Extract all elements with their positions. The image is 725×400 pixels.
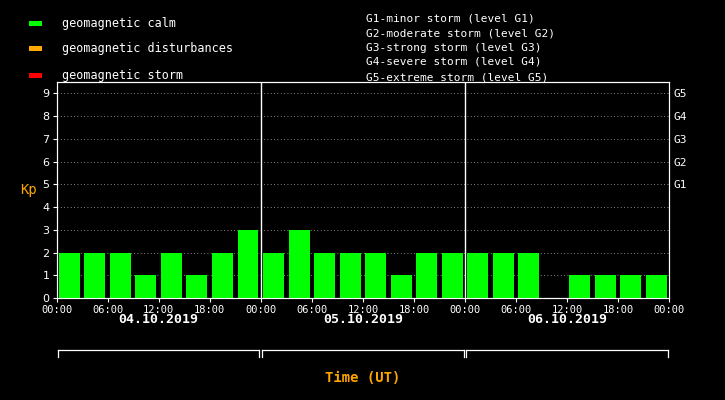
Bar xyxy=(289,230,310,298)
Bar xyxy=(136,275,157,298)
Text: G4-severe storm (level G4): G4-severe storm (level G4) xyxy=(366,57,542,67)
Bar xyxy=(212,252,233,298)
Text: 06.10.2019: 06.10.2019 xyxy=(527,313,607,326)
Bar xyxy=(468,252,488,298)
Bar xyxy=(161,252,182,298)
Bar xyxy=(84,252,105,298)
Bar xyxy=(29,46,42,50)
Bar xyxy=(59,252,80,298)
Bar xyxy=(186,275,207,298)
Bar xyxy=(493,252,514,298)
Bar xyxy=(314,252,335,298)
Bar xyxy=(646,275,667,298)
Bar xyxy=(29,21,42,26)
Bar xyxy=(518,252,539,298)
Bar xyxy=(595,275,616,298)
Y-axis label: Kp: Kp xyxy=(20,183,37,197)
Text: 04.10.2019: 04.10.2019 xyxy=(119,313,199,326)
Text: G5-extreme storm (level G5): G5-extreme storm (level G5) xyxy=(366,73,548,83)
Bar xyxy=(442,252,463,298)
Bar xyxy=(110,252,130,298)
Text: geomagnetic storm: geomagnetic storm xyxy=(62,69,183,82)
Text: geomagnetic calm: geomagnetic calm xyxy=(62,17,175,30)
Bar xyxy=(339,252,360,298)
Bar xyxy=(416,252,437,298)
Text: G3-strong storm (level G3): G3-strong storm (level G3) xyxy=(366,42,542,52)
Text: G2-moderate storm (level G2): G2-moderate storm (level G2) xyxy=(366,28,555,38)
Bar xyxy=(29,74,42,78)
Text: 05.10.2019: 05.10.2019 xyxy=(323,313,403,326)
Text: Time (UT): Time (UT) xyxy=(326,371,400,385)
Text: G1-minor storm (level G1): G1-minor storm (level G1) xyxy=(366,14,535,24)
Bar xyxy=(263,252,284,298)
Bar xyxy=(365,252,386,298)
Bar xyxy=(391,275,412,298)
Bar xyxy=(238,230,258,298)
Bar xyxy=(621,275,642,298)
Bar xyxy=(569,275,590,298)
Text: geomagnetic disturbances: geomagnetic disturbances xyxy=(62,42,233,55)
